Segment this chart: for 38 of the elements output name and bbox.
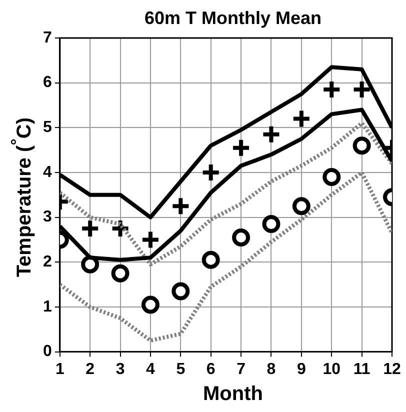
x-tick-label: 12 xyxy=(383,360,401,378)
point xyxy=(172,282,190,300)
point xyxy=(291,108,312,129)
point xyxy=(202,250,220,269)
x-tick-label: 8 xyxy=(266,360,276,378)
point xyxy=(292,197,310,216)
y-tick-label: 7 xyxy=(42,29,52,46)
point xyxy=(262,215,280,234)
point xyxy=(261,124,282,144)
x-tick-label: 4 xyxy=(146,360,156,378)
point xyxy=(111,264,130,282)
x-axis-title: Month xyxy=(202,383,264,406)
x-tick-label: 1 xyxy=(55,360,64,378)
x-tick-label: 10 xyxy=(322,360,341,378)
y-tick-label: 1 xyxy=(42,298,52,316)
line-series xyxy=(60,170,392,343)
x-tick-label: 11 xyxy=(353,360,370,378)
point xyxy=(232,228,250,246)
point xyxy=(322,168,341,186)
y-tick-label: 6 xyxy=(42,74,52,92)
y-tick-label: 5 xyxy=(42,119,52,136)
x-tick-label: 7 xyxy=(236,360,246,378)
x-tick-label: 3 xyxy=(116,360,125,378)
x-tick-label: 5 xyxy=(176,360,186,378)
y-tick-label: 0 xyxy=(42,343,52,360)
x-tick-label: 2 xyxy=(86,360,95,378)
point xyxy=(170,196,191,216)
x-tick-label: 6 xyxy=(206,360,216,378)
point xyxy=(81,255,100,274)
y-tick-label: 4 xyxy=(42,164,52,181)
point xyxy=(231,138,252,158)
y-tick-label: 3 xyxy=(42,208,52,226)
x-tick-label: 9 xyxy=(296,360,306,378)
point xyxy=(352,136,371,155)
point xyxy=(140,230,160,250)
chart-title: 60m T Monthly Mean xyxy=(143,8,323,29)
point xyxy=(141,296,160,314)
y-tick-label: 2 xyxy=(42,254,52,271)
